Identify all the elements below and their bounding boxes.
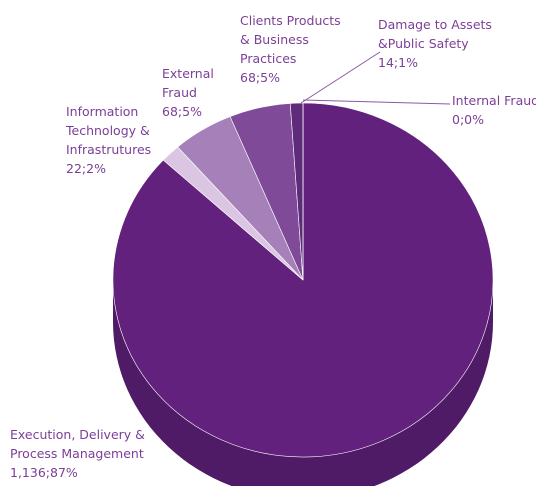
slice-label: Internal Fraud 0;0% bbox=[452, 93, 536, 127]
slice-label: Clients Products & Business Practices 68;… bbox=[240, 13, 341, 85]
pie-top bbox=[112, 102, 494, 458]
pie-side-band bbox=[113, 280, 493, 486]
leader-line bbox=[300, 51, 381, 104]
slice-label: Execution, Delivery & Process Management… bbox=[10, 427, 145, 480]
slice-label: Information Technology & Infrastrutures 2… bbox=[66, 104, 152, 176]
pie-side bbox=[113, 280, 493, 486]
leader-line bbox=[302, 99, 451, 105]
slice-label: Damage to Assets &Public Safety 14;1% bbox=[378, 17, 492, 70]
slice-label: External Fraud 68;5% bbox=[162, 66, 214, 119]
